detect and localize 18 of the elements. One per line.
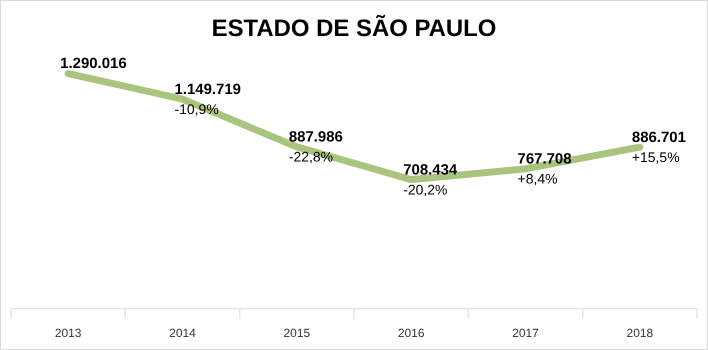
data-label: 767.708 xyxy=(518,150,572,168)
annotation: -10,9% xyxy=(174,100,219,117)
x-tick-label: 2018 xyxy=(626,326,654,340)
data-label: 1.149.719 xyxy=(174,80,241,98)
x-tick-label: 2017 xyxy=(512,326,540,340)
chart-title: ESTADO DE SÃO PAULO xyxy=(212,14,496,42)
data-label: 887.986 xyxy=(288,128,343,146)
annotation: +15,5% xyxy=(632,148,680,165)
x-tick-label: 2013 xyxy=(54,326,82,340)
data-label: 1.290.016 xyxy=(60,55,127,72)
data-label: 708.434 xyxy=(403,161,458,178)
x-tick-label: 2014 xyxy=(169,326,196,340)
annotation: -22,8% xyxy=(288,148,334,165)
x-tick-label: 2015 xyxy=(284,326,310,340)
x-tick-label: 2016 xyxy=(398,326,425,340)
data-label: 886.701 xyxy=(632,128,686,146)
annotation: -20,2% xyxy=(403,181,448,198)
annotation: +8,4% xyxy=(518,170,558,187)
